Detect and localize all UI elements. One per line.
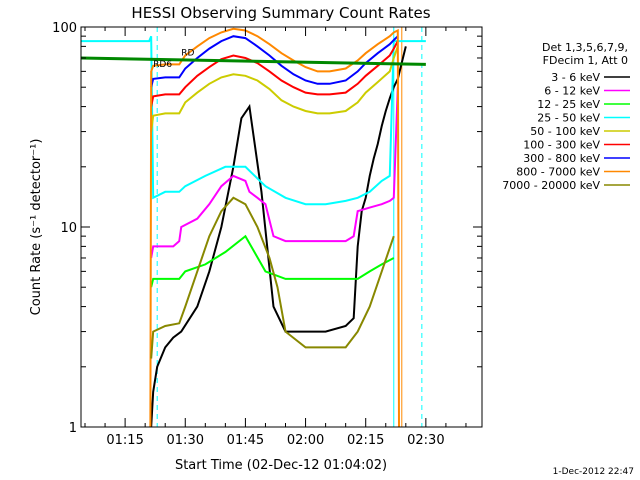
legend-entry-label: 50 - 100 keV [530,125,600,138]
series-line-7 [149,27,400,428]
legend-entry-label: 6 - 12 keV [544,85,600,98]
legend-entry-label: 7000 - 20000 keV [502,179,600,192]
annotation-label-0: RD [181,49,194,59]
legend-header-line: Det 1,3,5,6,7,9, [542,41,628,54]
legend-entry-label: 100 - 300 keV [523,139,600,152]
legend-entry-label: 25 - 50 keV [537,112,600,125]
x-tick-label: 02:15 [347,433,384,448]
x-tick-label: 02:30 [407,433,444,448]
series-line-5 [150,40,399,107]
plot-area: RD RD6 [80,27,426,428]
y-tick-label: 10 [60,221,77,236]
legend-entry-label: 300 - 800 keV [523,152,600,165]
legend-entry-label: 800 - 7000 keV [516,166,600,179]
x-tick-label: 01:45 [227,433,264,448]
legend: Det 1,3,5,6,7,9,FDecim 1, Att 0 3 - 6 keV… [502,41,630,192]
axes: 01:15 01:30 01:45 02:00 02:15 02:30 1 10 100 [52,21,483,448]
y-axis-label: Count Rate (s⁻¹ detector⁻¹) [29,139,44,316]
legend-entry-label: 3 - 6 keV [551,71,600,84]
timestamp-stamp: 1-Dec-2012 22:47 [553,467,634,477]
series-line-2 [150,234,395,288]
series-line-1 [150,87,399,259]
chart-title: HESSI Observing Summary Count Rates [131,4,430,22]
series-line-0 [150,46,407,428]
series-line-8 [150,196,395,359]
x-axis-label: Start Time (02-Dec-12 01:04:02) [175,458,387,473]
legend-header-line: FDecim 1, Att 0 [543,54,628,67]
series-line-3 [81,35,426,206]
legend-entry-label: 12 - 25 keV [537,98,600,111]
x-tick-label: 01:15 [106,433,143,448]
x-tick-label: 01:30 [167,433,204,448]
x-tick-label: 02:00 [287,433,324,448]
annotation-label-1: RD6 [153,60,172,70]
y-tick-label: 100 [52,21,77,36]
series-line-4 [150,46,399,132]
y-tick-label: 1 [69,421,77,436]
overlay-line-0 [80,56,426,66]
